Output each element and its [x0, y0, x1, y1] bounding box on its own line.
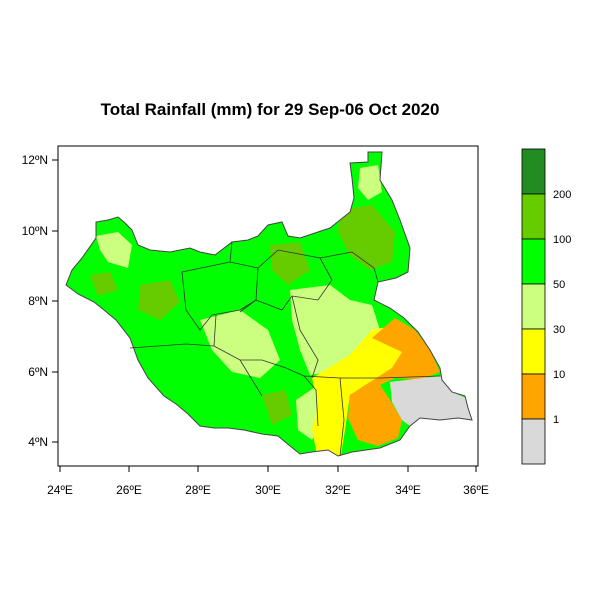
y-tick-label: 12ºN: [22, 153, 48, 167]
axis-ticks: [52, 159, 477, 472]
y-tick-labels: 12ºN 10ºN 8ºN 6ºN 4ºN: [22, 153, 48, 449]
legend-swatch-1-10: [521, 373, 546, 420]
x-tick-label: 30ºE: [255, 483, 281, 497]
x-tick-label: 36ºE: [463, 483, 489, 497]
legend-label: 10: [553, 369, 565, 381]
x-tick-labels: 24ºE 26ºE 28ºE 30ºE 32ºE 34ºE 36ºE: [47, 483, 489, 497]
map-title: Total Rainfall (mm) for 29 Sep-06 Oct 20…: [100, 100, 440, 119]
legend-label: 1: [553, 414, 559, 426]
rain-30-50-zone-east: [290, 285, 380, 375]
legend-labels: 200 100 50 30 10 1: [553, 189, 571, 426]
legend-label: 200: [553, 189, 571, 201]
legend-swatch-50-100: [521, 238, 546, 285]
rain-1-10-zone: [348, 318, 440, 446]
y-tick-label: 4ºN: [28, 435, 48, 449]
legend-label: 30: [553, 324, 565, 336]
x-tick-label: 26ºE: [116, 483, 142, 497]
rain-30-50-zone-center: [200, 310, 280, 378]
x-tick-label: 24ºE: [47, 483, 73, 497]
rain-100-200-zone-fw: [90, 272, 118, 296]
rain-100-200-zone-s: [262, 390, 292, 425]
state-boundaries: [129, 241, 441, 457]
legend-label: 100: [553, 234, 571, 246]
rain-30-50-zone-west: [96, 232, 132, 268]
x-tick-label: 32ºE: [325, 483, 351, 497]
legend-swatch-10-30: [521, 328, 546, 375]
rain-10-30-zone: [312, 326, 410, 456]
legend-swatch-above-200: [521, 148, 546, 195]
x-tick-label: 34ºE: [395, 483, 421, 497]
y-tick-label: 10ºN: [22, 224, 48, 238]
legend-swatch-100-200: [521, 193, 546, 240]
rain-100-200-zone-w: [138, 280, 180, 320]
legend-colorbar: [521, 148, 546, 465]
y-tick-label: 6ºN: [28, 365, 48, 379]
rain-100-200-zone-n: [270, 242, 310, 285]
y-tick-label: 8ºN: [28, 294, 48, 308]
rainfall-field: [66, 152, 472, 456]
x-tick-label: 28ºE: [185, 483, 211, 497]
rain-30-50-zone-north: [358, 165, 382, 200]
legend-label: 50: [553, 279, 565, 291]
legend-swatch-below-1: [521, 418, 546, 465]
legend-swatch-30-50: [521, 283, 546, 330]
rain-100-200-zone-ne: [338, 205, 395, 270]
rain-below-1-zone: [390, 376, 472, 426]
